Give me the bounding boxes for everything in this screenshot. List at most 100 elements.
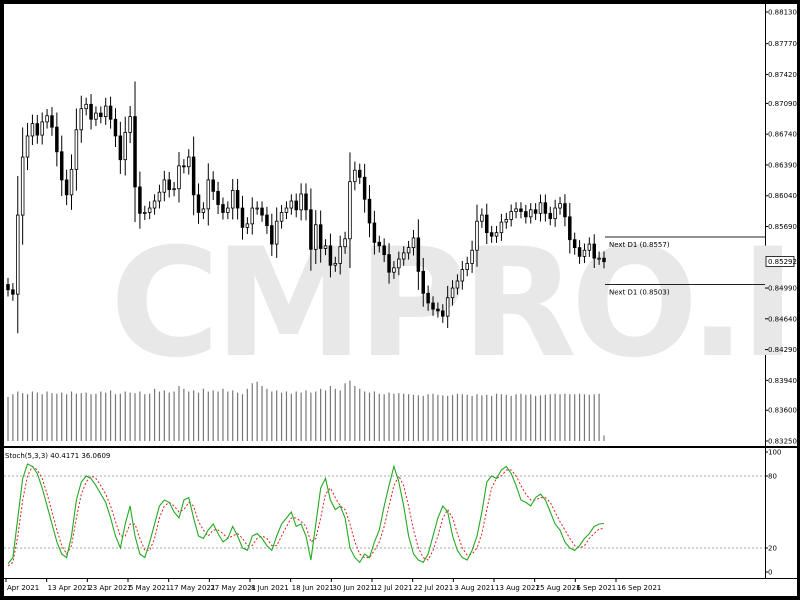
candle-body bbox=[406, 247, 411, 254]
candle-body bbox=[270, 225, 274, 245]
date-tick-label: 3 Aug 2021 bbox=[454, 584, 494, 592]
candle-body bbox=[59, 151, 64, 181]
candle-body bbox=[279, 212, 284, 222]
price-axis-bg bbox=[766, 4, 797, 446]
candle-body bbox=[211, 179, 215, 192]
candle-body bbox=[182, 165, 186, 168]
price-tick-label: 0.88130 bbox=[768, 9, 797, 17]
candle-body bbox=[245, 223, 250, 228]
price-tick-label: 0.87770 bbox=[768, 40, 797, 48]
candle-body bbox=[353, 169, 357, 183]
candle-body bbox=[577, 247, 582, 257]
candle-body bbox=[284, 207, 289, 213]
candle-body bbox=[118, 135, 123, 161]
candle-body bbox=[133, 116, 137, 188]
stoch-axis-bg bbox=[766, 448, 797, 578]
candle-body bbox=[524, 211, 528, 218]
date-tick-label: 25 Aug 2021 bbox=[536, 584, 581, 592]
candle-body bbox=[343, 238, 347, 248]
candle-body bbox=[426, 292, 430, 304]
candle-body bbox=[504, 219, 509, 223]
current-price-label: 0.85292 bbox=[768, 258, 797, 266]
candle-body bbox=[108, 105, 113, 120]
candle-body bbox=[89, 103, 93, 120]
candle-body bbox=[123, 132, 127, 161]
candle-body bbox=[84, 103, 88, 110]
date-tick-label: 8 Jun 2021 bbox=[251, 584, 289, 592]
candle-body bbox=[587, 243, 592, 251]
candle-body bbox=[475, 220, 479, 251]
date-tick-label: 23 Apr 2021 bbox=[88, 584, 131, 592]
candle-body bbox=[206, 179, 211, 210]
price-axis: 0.88130 0.87770 0.87420 0.87090 0.86740 0.863… bbox=[765, 9, 797, 446]
date-tick-label: 13 Apr 2021 bbox=[48, 584, 91, 592]
candle-body bbox=[377, 241, 382, 247]
candle-body bbox=[499, 221, 504, 234]
candle-body bbox=[411, 237, 416, 248]
candle-body bbox=[167, 179, 171, 190]
candle-body bbox=[533, 209, 538, 214]
price-tick-label: 0.84640 bbox=[768, 315, 797, 323]
candle-body bbox=[147, 207, 152, 213]
price-panel-bg bbox=[4, 4, 765, 446]
candle-body bbox=[196, 194, 201, 213]
stoch-tick-label: 20 bbox=[768, 545, 777, 553]
background-layer bbox=[4, 4, 797, 596]
date-tick-label: 6 Sep 2021 bbox=[576, 584, 616, 592]
candle-body bbox=[480, 214, 484, 222]
candle-body bbox=[265, 214, 269, 227]
candle-body bbox=[397, 258, 401, 269]
candle-body bbox=[450, 287, 455, 299]
candle-body bbox=[74, 129, 79, 170]
candle-body bbox=[338, 246, 342, 264]
price-tick-label: 0.85690 bbox=[768, 223, 797, 231]
candle-body bbox=[548, 212, 553, 219]
date-axis-bg bbox=[4, 579, 797, 596]
candle-body bbox=[187, 156, 191, 168]
candle-body bbox=[55, 126, 59, 153]
current-price-box bbox=[765, 256, 795, 267]
candle-body bbox=[323, 245, 328, 249]
date-tick-label: 16 Sep 2021 bbox=[617, 584, 661, 592]
candle-body bbox=[572, 239, 577, 248]
candle-body bbox=[235, 190, 240, 209]
level-label-1: Next D1 (0.8503) bbox=[609, 289, 670, 297]
candle-body bbox=[201, 208, 206, 213]
candle-body bbox=[489, 232, 494, 237]
date-tick-label: 5 May 2021 bbox=[129, 584, 170, 592]
stoch-axis: 100 80 20 0 bbox=[765, 449, 781, 577]
price-tick-label: 0.86740 bbox=[768, 131, 797, 139]
stoch-tick-label: 0 bbox=[768, 569, 772, 577]
candle-body bbox=[50, 115, 54, 128]
candle-body bbox=[11, 289, 15, 295]
stoch-panel-bg bbox=[4, 448, 765, 578]
candle-body bbox=[45, 115, 49, 123]
candle-body bbox=[309, 209, 313, 250]
date-tick-label: 17 May 2021 bbox=[170, 584, 216, 592]
candle-body bbox=[314, 224, 318, 250]
candle-body bbox=[441, 310, 445, 317]
candle-body bbox=[436, 308, 440, 312]
candle-body bbox=[543, 202, 548, 214]
candle-body bbox=[289, 200, 294, 209]
candle-body bbox=[230, 190, 235, 209]
candle-body bbox=[538, 202, 543, 214]
candle-body bbox=[69, 168, 74, 196]
price-tick-label: 0.83940 bbox=[768, 377, 797, 385]
stoch-label: Stoch(5,3,3) 40.4171 36.0609 bbox=[5, 452, 110, 460]
levels-layer: Next D1 (0.8557) Next D1 (0.8503) bbox=[605, 236, 765, 297]
date-tick-label: 27 May 2021 bbox=[210, 584, 256, 592]
price-tick-label: 0.83250 bbox=[768, 438, 797, 446]
candle-body bbox=[553, 207, 557, 219]
candle-body bbox=[372, 222, 377, 243]
candle-body bbox=[294, 200, 298, 211]
candle-body bbox=[558, 203, 562, 209]
candle-body bbox=[25, 135, 30, 158]
candle-body bbox=[392, 267, 396, 273]
candle-body bbox=[143, 212, 147, 214]
candle-body bbox=[240, 207, 245, 228]
candle-body bbox=[465, 263, 469, 270]
candle-body bbox=[172, 188, 176, 191]
candle-body bbox=[470, 249, 474, 264]
